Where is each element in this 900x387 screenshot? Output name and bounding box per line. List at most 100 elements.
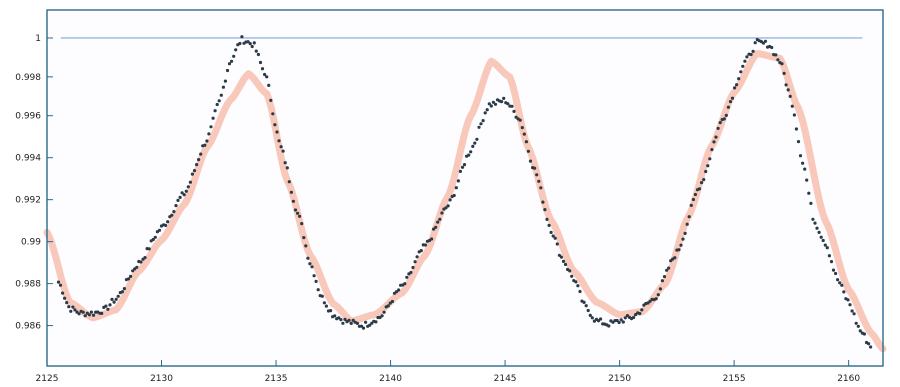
x-tick-label: 2140 — [379, 374, 402, 384]
data-point — [462, 163, 467, 167]
x-axis: 2125 2130 2135 2140 2145 2150 2155 2160 — [36, 360, 860, 384]
data-point — [65, 301, 69, 305]
data-point — [737, 77, 741, 81]
data-point — [522, 132, 526, 136]
data-point — [71, 305, 75, 309]
data-point — [456, 179, 460, 183]
data-point — [209, 125, 213, 129]
data-point — [174, 204, 178, 208]
data-point — [147, 247, 151, 251]
data-point — [263, 72, 267, 77]
data-point — [654, 297, 658, 301]
data-point — [821, 238, 825, 243]
data-point — [234, 48, 238, 52]
data-point — [157, 228, 162, 232]
data-point — [615, 318, 619, 323]
data-point — [122, 287, 126, 291]
data-point — [776, 58, 780, 62]
data-point — [448, 198, 452, 202]
data-point — [135, 265, 139, 269]
data-point — [215, 102, 219, 107]
data-point — [640, 308, 644, 312]
data-point — [751, 49, 755, 54]
data-point — [312, 274, 316, 278]
data-point — [801, 161, 805, 165]
x-tick-label: 2135 — [265, 374, 288, 384]
data-point — [811, 217, 815, 221]
data-point — [110, 297, 114, 301]
y-tick-label: 1 — [35, 34, 41, 44]
data-point — [170, 213, 174, 217]
data-point — [444, 206, 448, 210]
data-point — [296, 211, 300, 215]
data-point — [277, 139, 281, 143]
data-point — [829, 260, 834, 264]
data-point — [436, 220, 440, 224]
data-point — [559, 255, 564, 259]
data-point — [617, 320, 621, 325]
data-point — [722, 117, 726, 121]
data-point — [840, 283, 844, 287]
data-point — [232, 54, 236, 58]
data-point — [120, 290, 124, 294]
y-tick-label: 0.988 — [15, 280, 41, 290]
data-point — [248, 42, 252, 46]
data-point — [502, 96, 506, 100]
data-point — [112, 300, 116, 304]
data-point — [446, 204, 450, 208]
data-point — [700, 181, 704, 185]
data-point — [69, 309, 73, 313]
data-point — [774, 53, 778, 57]
data-point — [710, 148, 714, 152]
data-point — [481, 119, 485, 123]
data-point — [254, 49, 258, 53]
data-point — [697, 187, 702, 191]
data-point — [192, 169, 197, 173]
data-point — [67, 305, 71, 309]
data-point — [430, 237, 434, 241]
data-point — [370, 321, 374, 325]
data-point — [836, 278, 840, 282]
data-point — [413, 260, 417, 264]
plot-area — [47, 10, 883, 366]
data-point — [287, 180, 291, 184]
data-point — [862, 332, 867, 336]
data-point — [524, 140, 529, 144]
data-point — [687, 215, 691, 219]
data-point — [256, 52, 260, 57]
data-point — [164, 223, 168, 227]
data-point — [316, 288, 320, 292]
data-point — [726, 105, 731, 109]
data-point — [374, 320, 378, 324]
data-point — [477, 125, 481, 129]
data-point — [223, 79, 227, 83]
data-point — [681, 237, 685, 241]
data-point — [283, 161, 287, 165]
data-point — [735, 83, 739, 87]
data-point — [166, 220, 170, 224]
y-tick-label: 0.998 — [15, 73, 41, 83]
data-point — [87, 313, 91, 317]
data-point — [520, 126, 524, 130]
data-point — [475, 137, 479, 141]
data-point — [329, 309, 333, 313]
data-point — [281, 149, 285, 153]
data-point — [225, 68, 230, 73]
data-point — [702, 178, 706, 182]
data-point — [81, 310, 85, 314]
data-point — [607, 324, 611, 328]
data-point — [267, 83, 271, 87]
data-point — [471, 144, 475, 148]
data-point — [796, 140, 801, 144]
data-point — [842, 290, 846, 294]
data-point — [423, 243, 427, 247]
data-point — [716, 126, 720, 130]
data-point — [568, 269, 572, 273]
data-point — [846, 298, 850, 302]
data-point — [302, 236, 306, 240]
data-point — [195, 163, 199, 167]
data-point — [293, 208, 298, 212]
data-point — [483, 111, 487, 115]
data-point — [260, 67, 265, 71]
data-point — [743, 59, 747, 63]
